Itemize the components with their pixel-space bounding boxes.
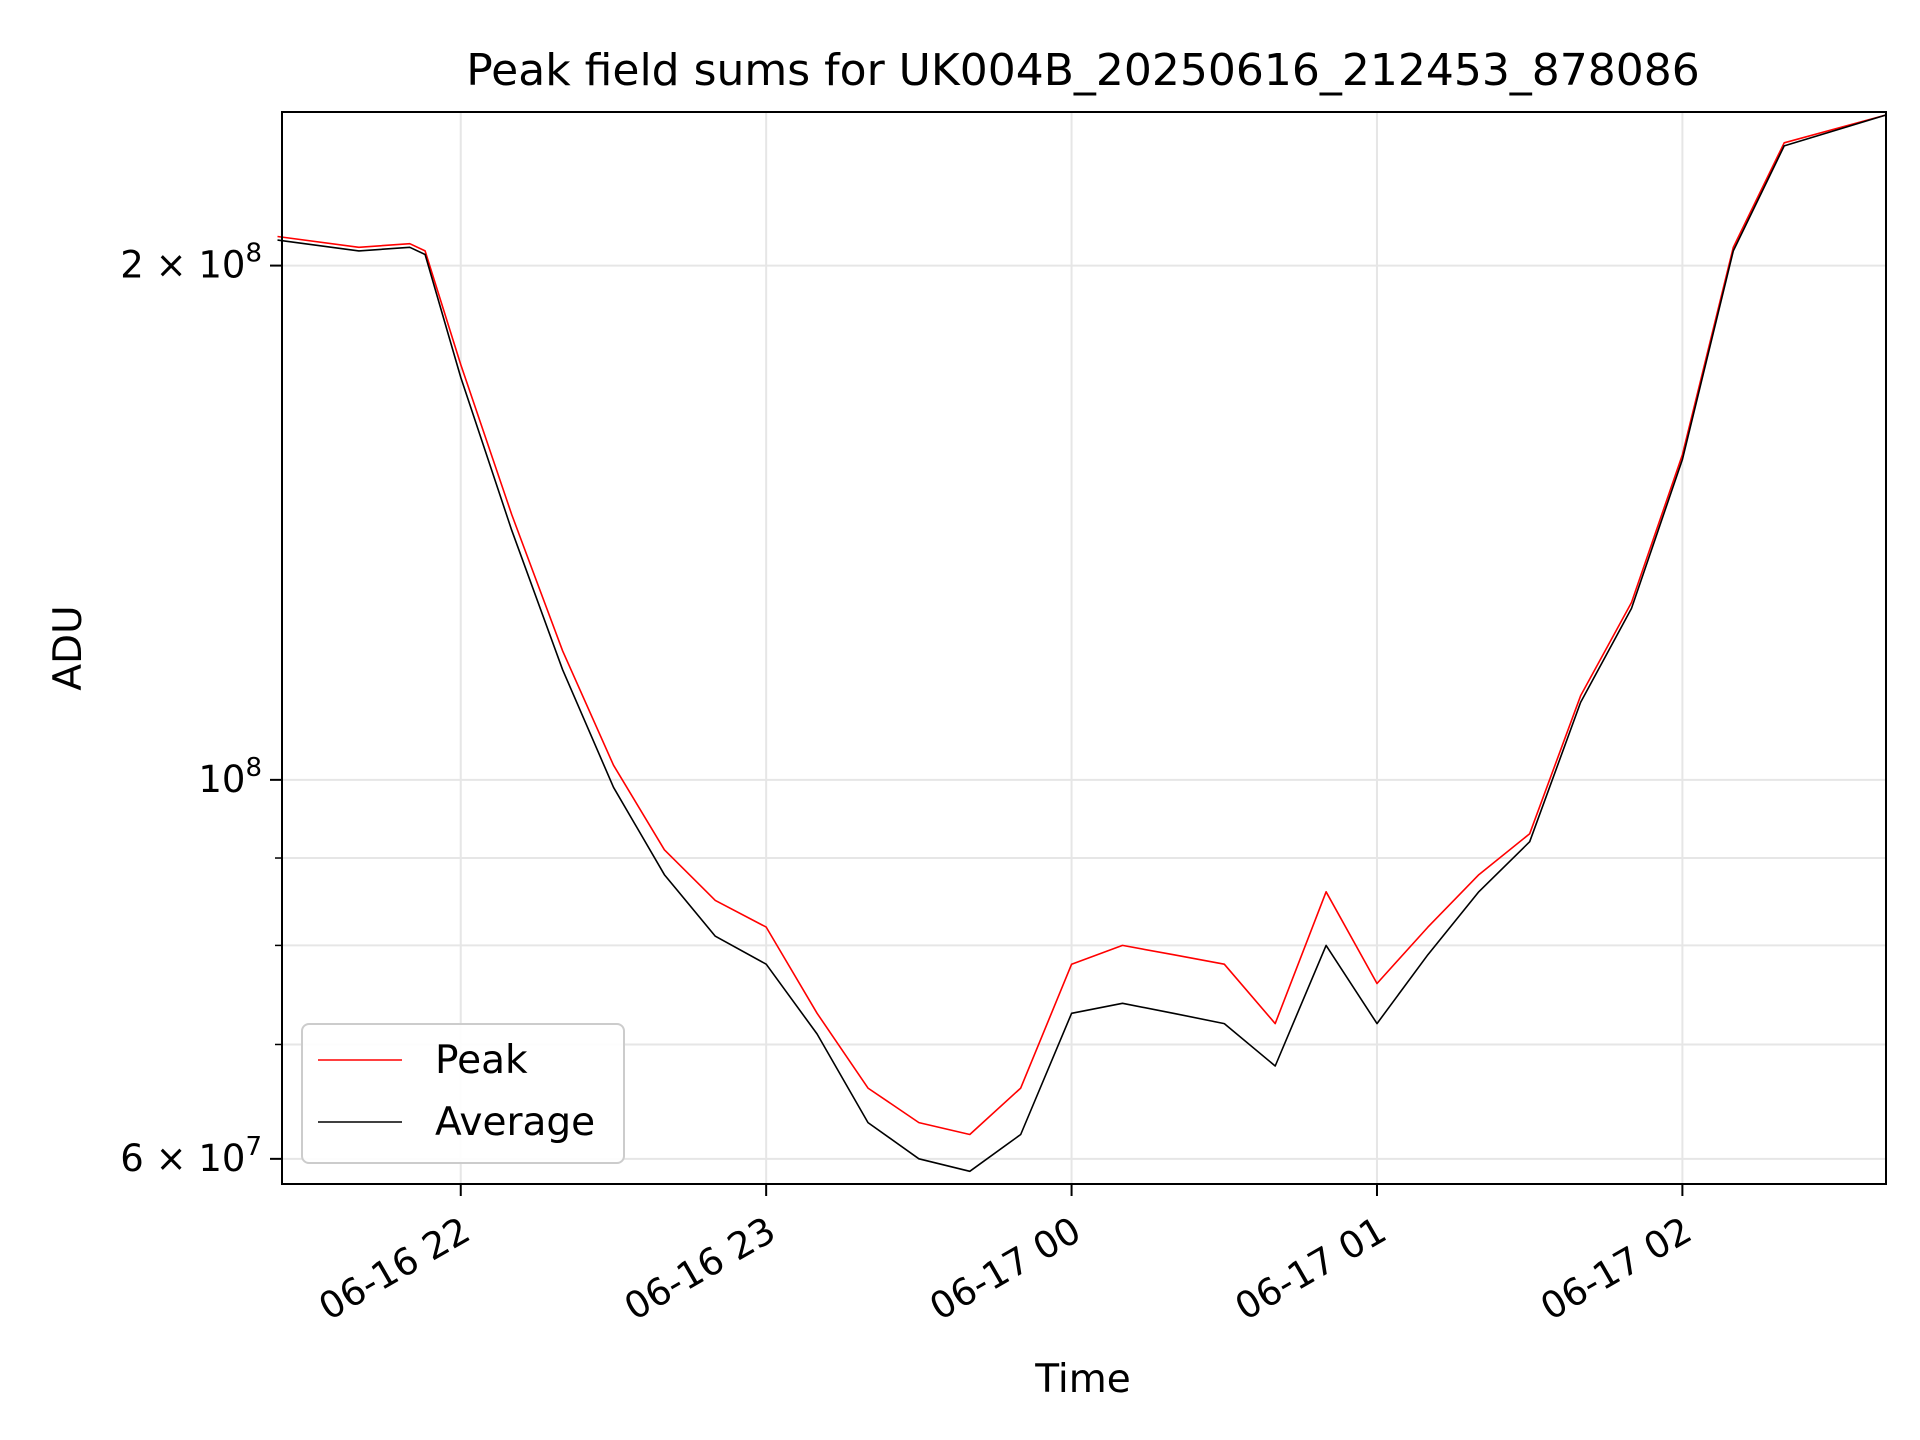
legend-label-average: Average <box>435 1100 595 1145</box>
x-axis-label: Time <box>1034 1357 1130 1402</box>
legend: Peak Average <box>301 1023 625 1164</box>
y-tick-label: 108 <box>198 753 262 801</box>
chart-title: Peak field sums for UK004B_20250616_2124… <box>466 45 1700 96</box>
axes-frame <box>281 111 1887 1185</box>
legend-box <box>301 1023 625 1164</box>
series-line-average <box>277 114 1887 1173</box>
y-axis-label: ADU <box>46 605 91 690</box>
series-layer <box>277 114 1887 1173</box>
series-line-peak <box>277 114 1887 1136</box>
y-tick-label: 2 × 108 <box>120 239 262 287</box>
legend-label-peak: Peak <box>435 1038 528 1083</box>
y-tick-label: 6 × 107 <box>120 1132 262 1180</box>
